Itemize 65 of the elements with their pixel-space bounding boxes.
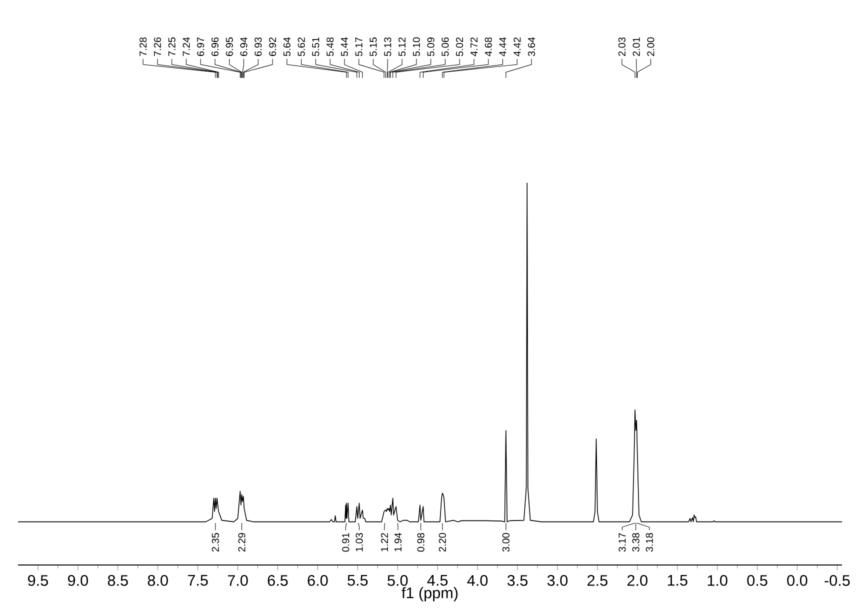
annotation: 4.42: [514, 38, 521, 56]
annotation: 2.29: [238, 533, 246, 552]
x-tick-label: 7.5: [188, 575, 208, 586]
annotation: 6.96: [211, 37, 219, 56]
x-tick-label: 5.0: [388, 575, 408, 586]
annotation: 4.72: [470, 38, 478, 56]
annotation: 6.95: [226, 37, 233, 56]
x-tick-label: 4.5: [427, 575, 448, 586]
annotation: 0.91: [342, 533, 350, 552]
annotation: 3.00: [502, 533, 510, 552]
annotation: 2.35: [212, 533, 219, 552]
x-tick-label: 6.0: [308, 575, 328, 586]
x-tick-label: -0.5: [824, 575, 850, 586]
annotation: 7.24: [182, 37, 190, 56]
x-tick-label: 3.5: [507, 575, 528, 586]
annotation: 5.44: [340, 37, 348, 56]
annotation: 2.00: [647, 37, 654, 56]
x-tick-label: 1.0: [708, 575, 728, 586]
annotation: 2.01: [632, 37, 640, 56]
x-tick-label: 8.0: [148, 575, 168, 586]
annotation: 3.17: [618, 533, 626, 552]
x-tick-label: 2.0: [628, 575, 648, 586]
annotation: 1.03: [356, 533, 363, 552]
x-tick-label: 3.0: [547, 575, 568, 586]
x-tick-label: 0.0: [787, 575, 808, 586]
annotation: 0.98: [417, 533, 424, 552]
annotation: 7.28: [140, 37, 147, 56]
annotation: 1.22: [380, 533, 388, 552]
annotation: 4.68: [484, 37, 492, 56]
x-axis-title: f1 (ppm): [402, 587, 458, 602]
annotation: 7.26: [154, 37, 162, 56]
annotation: 6.92: [269, 38, 276, 56]
annotation: 5.64: [283, 37, 290, 56]
x-tick-label: 5.5: [348, 575, 368, 586]
annotation: 5.09: [427, 37, 434, 56]
annotation: 5.62: [298, 38, 305, 56]
annotation: 5.12: [398, 38, 406, 56]
annotation: 6.93: [254, 37, 262, 56]
x-tick-label: 4.0: [467, 575, 488, 586]
annotation: 5.10: [412, 37, 420, 56]
annotation: 7.25: [168, 37, 176, 56]
x-tick-label: 9.0: [68, 575, 88, 586]
annotation: 5.13: [384, 37, 392, 56]
annotation: 3.38: [632, 533, 640, 552]
x-tick-label: 0.5: [747, 575, 768, 586]
x-tick-label: 9.5: [28, 575, 48, 586]
x-tick-label: 7.0: [228, 575, 248, 586]
x-tick-label: 1.5: [668, 575, 688, 586]
annotation: 4.44: [499, 37, 506, 56]
annotation: 6.97: [197, 38, 204, 56]
annotation: 6.94: [240, 37, 248, 56]
annotation: 3.64: [528, 37, 536, 56]
annotation: 3.18: [646, 533, 653, 552]
annotation: 5.48: [326, 37, 334, 56]
annotation: 1.94: [394, 532, 402, 552]
annotation: 5.17: [355, 38, 362, 56]
annotation: 2.03: [618, 37, 626, 56]
x-tick-label: 8.5: [108, 575, 128, 586]
x-tick-label: 6.5: [268, 575, 288, 586]
x-tick-label: 2.5: [588, 575, 608, 586]
annotation: 2.20: [438, 533, 446, 552]
annotation: 5.15: [370, 37, 377, 56]
annotation: 5.51: [312, 37, 320, 56]
annotation: 5.06: [442, 37, 449, 56]
annotation: 5.02: [456, 38, 464, 56]
